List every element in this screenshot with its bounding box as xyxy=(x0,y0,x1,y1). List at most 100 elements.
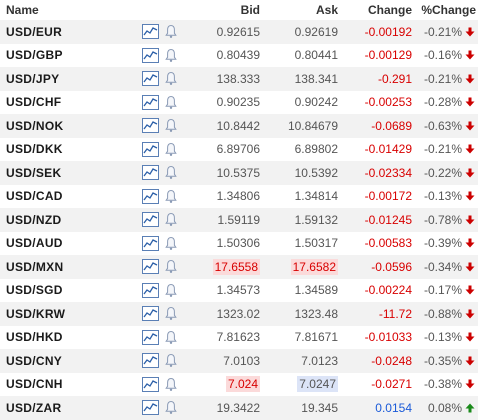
row-actions xyxy=(138,282,190,298)
pct-change-value: -0.38% xyxy=(423,377,462,392)
pair-name-link[interactable]: USD/CNY xyxy=(6,353,63,368)
ask-cell: 1.50317 xyxy=(268,236,346,250)
bid-cell: 1.50306 xyxy=(190,236,268,250)
change-value: -0.0596 xyxy=(371,259,412,274)
column-header-change[interactable]: Change xyxy=(367,3,412,17)
bid-value: 0.92615 xyxy=(216,24,260,39)
pair-name-link[interactable]: USD/CAD xyxy=(6,189,63,204)
table-row[interactable]: USD/EUR 0.92615 0.92619 -0.00192 -0.21% xyxy=(0,20,478,44)
bid-cell: 138.333 xyxy=(190,72,268,86)
ask-cell: 1.59132 xyxy=(268,213,346,227)
table-row[interactable]: USD/NOK 10.8442 10.84679 -0.0689 -0.63% xyxy=(0,114,478,138)
table-row[interactable]: USD/KRW 1323.02 1323.48 -11.72 -0.88% xyxy=(0,302,478,326)
ask-cell: 0.80441 xyxy=(268,48,346,62)
pair-name-link[interactable]: USD/HKD xyxy=(6,330,63,345)
bid-cell: 0.92615 xyxy=(190,25,268,39)
chart-icon[interactable] xyxy=(142,71,159,87)
chart-icon[interactable] xyxy=(142,141,159,157)
pair-name-link[interactable]: USD/GBP xyxy=(6,48,63,63)
table-row[interactable]: USD/MXN 17.6558 17.6582 -0.0596 -0.34% xyxy=(0,255,478,279)
pair-name-link[interactable]: USD/SGD xyxy=(6,283,63,298)
bell-icon[interactable] xyxy=(165,165,177,180)
pair-name-link[interactable]: USD/CNH xyxy=(6,377,63,392)
chart-icon[interactable] xyxy=(142,329,159,345)
bell-icon[interactable] xyxy=(165,283,177,298)
chart-icon[interactable] xyxy=(142,376,159,392)
bell-icon[interactable] xyxy=(165,259,177,274)
ask-value: 138.341 xyxy=(294,71,338,86)
table-row[interactable]: USD/SGD 1.34573 1.34589 -0.00224 -0.17% xyxy=(0,278,478,302)
pair-name-link[interactable]: USD/CHF xyxy=(6,95,62,110)
column-header-ask[interactable]: Ask xyxy=(315,3,338,17)
table-row[interactable]: USD/CHF 0.90235 0.90242 -0.00253 -0.28% xyxy=(0,90,478,114)
pair-name-link[interactable]: USD/MXN xyxy=(6,259,64,274)
pair-name-link[interactable]: USD/AUD xyxy=(6,236,63,251)
table-row[interactable]: USD/AUD 1.50306 1.50317 -0.00583 -0.39% xyxy=(0,231,478,255)
table-row[interactable]: USD/ZAR 19.3422 19.345 0.0154 0.08% xyxy=(0,396,478,420)
chart-icon[interactable] xyxy=(142,47,159,63)
bell-icon[interactable] xyxy=(165,306,177,321)
bell-icon[interactable] xyxy=(165,142,177,157)
chart-icon[interactable] xyxy=(142,259,159,275)
bell-icon[interactable] xyxy=(165,71,177,86)
chart-icon[interactable] xyxy=(142,94,159,110)
bell-icon[interactable] xyxy=(165,236,177,251)
bell-icon[interactable] xyxy=(165,330,177,345)
bid-value: 19.3422 xyxy=(216,400,260,415)
chart-icon[interactable] xyxy=(142,306,159,322)
table-row[interactable]: USD/NZD 1.59119 1.59132 -0.01245 -0.78% xyxy=(0,208,478,232)
chart-icon[interactable] xyxy=(142,212,159,228)
bell-icon[interactable] xyxy=(165,48,177,63)
bell-icon[interactable] xyxy=(165,377,177,392)
pct-change-value: -0.22% xyxy=(423,165,462,180)
chart-icon[interactable] xyxy=(142,400,159,416)
change-value: -0.00253 xyxy=(364,95,412,110)
table-row[interactable]: USD/CAD 1.34806 1.34814 -0.00172 -0.13% xyxy=(0,184,478,208)
ask-value: 0.80441 xyxy=(294,48,338,63)
pair-name-link[interactable]: USD/KRW xyxy=(6,306,66,321)
table-row[interactable]: USD/CNH 7.024 7.0247 -0.0271 -0.38% xyxy=(0,372,478,396)
pair-name-link[interactable]: USD/NOK xyxy=(6,118,64,133)
bell-icon[interactable] xyxy=(165,95,177,110)
pair-name-link[interactable]: USD/JPY xyxy=(6,71,60,86)
ask-cell: 1.34814 xyxy=(268,189,346,203)
row-actions xyxy=(138,235,190,251)
pct-change-value: 0.08% xyxy=(427,400,462,415)
pair-name-link[interactable]: USD/EUR xyxy=(6,24,63,39)
bell-icon[interactable] xyxy=(165,189,177,204)
bid-cell: 7.024 xyxy=(190,376,268,393)
bell-icon[interactable] xyxy=(165,24,177,39)
table-row[interactable]: USD/CNY 7.0103 7.0123 -0.0248 -0.35% xyxy=(0,349,478,373)
table-row[interactable]: USD/JPY 138.333 138.341 -0.291 -0.21% xyxy=(0,67,478,91)
chart-icon[interactable] xyxy=(142,282,159,298)
column-header-pct-change[interactable]: %Change xyxy=(421,3,476,17)
table-body: USD/EUR 0.92615 0.92619 -0.00192 -0.21% USD/G… xyxy=(0,20,478,420)
table-row[interactable]: USD/GBP 0.80439 0.80441 -0.00129 -0.16% xyxy=(0,43,478,67)
column-header-bid[interactable]: Bid xyxy=(240,3,260,17)
change-value: -0.291 xyxy=(377,71,412,86)
pair-name-link[interactable]: USD/ZAR xyxy=(6,400,62,415)
table-row[interactable]: USD/SEK 10.5375 10.5392 -0.02334 -0.22% xyxy=(0,161,478,185)
bid-value: 6.89706 xyxy=(216,142,260,157)
change-value: -0.01429 xyxy=(364,142,412,157)
pair-name-link[interactable]: USD/SEK xyxy=(6,165,62,180)
pct-change-value: -0.88% xyxy=(423,306,462,321)
chart-icon[interactable] xyxy=(142,188,159,204)
table-row[interactable]: USD/HKD 7.81623 7.81671 -0.01033 -0.13% xyxy=(0,325,478,349)
pair-name-link[interactable]: USD/DKK xyxy=(6,142,63,157)
column-header-name[interactable]: Name xyxy=(6,3,39,17)
bell-icon[interactable] xyxy=(165,212,177,227)
ask-value: 7.0123 xyxy=(301,353,338,368)
chart-icon[interactable] xyxy=(142,24,159,40)
bid-cell: 0.90235 xyxy=(190,95,268,109)
chart-icon[interactable] xyxy=(142,235,159,251)
chart-icon[interactable] xyxy=(142,165,159,181)
bell-icon[interactable] xyxy=(165,118,177,133)
pair-name-link[interactable]: USD/NZD xyxy=(6,212,62,227)
chart-icon[interactable] xyxy=(142,118,159,134)
table-row[interactable]: USD/DKK 6.89706 6.89802 -0.01429 -0.21% xyxy=(0,137,478,161)
chart-icon[interactable] xyxy=(142,353,159,369)
bell-icon[interactable] xyxy=(165,400,177,415)
bell-icon[interactable] xyxy=(165,353,177,368)
row-actions xyxy=(138,329,190,345)
